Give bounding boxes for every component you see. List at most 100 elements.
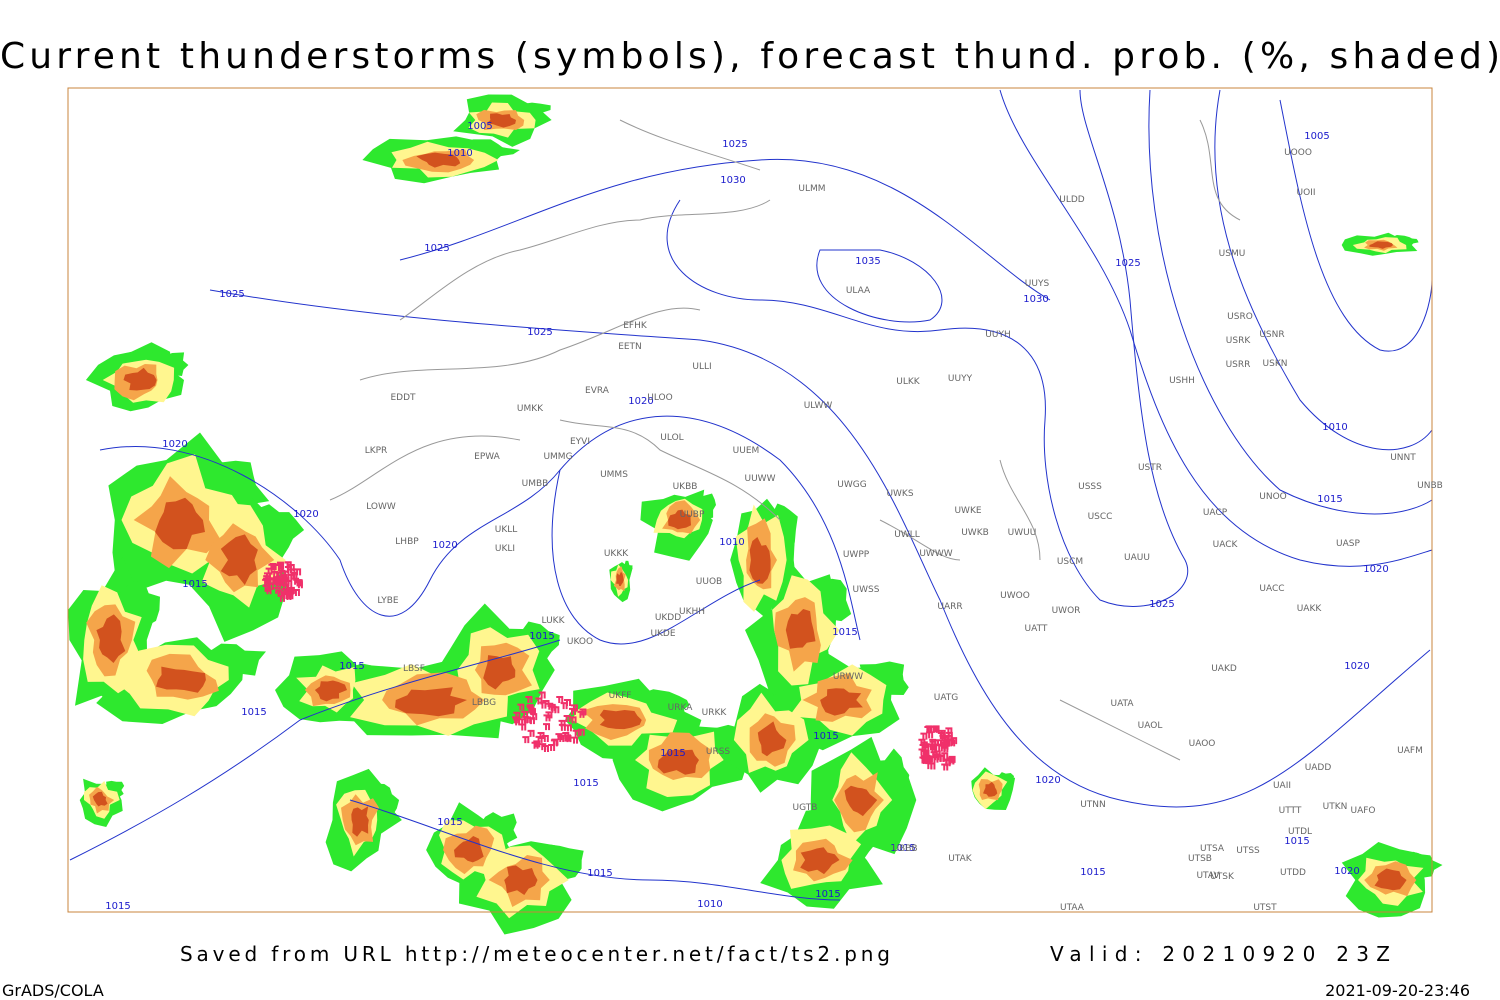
prob-area: [800, 847, 840, 875]
storm-symbol: [288, 568, 296, 576]
station-code: UAOL: [1138, 721, 1163, 731]
station-code: UTAV: [1196, 871, 1220, 881]
storm-symbol: [276, 561, 284, 569]
storm-symbol: [920, 732, 928, 740]
isobar: [1148, 89, 1433, 515]
storm-symbol: [556, 695, 564, 703]
isobar-label: 1030: [1023, 294, 1048, 305]
storm-symbol: [275, 589, 283, 597]
storm-symbol: [577, 728, 585, 736]
storm-symbol: [925, 725, 933, 733]
station-code: UKOO: [567, 637, 593, 647]
station-code: ULWW: [804, 401, 833, 411]
station-code: USCC: [1088, 512, 1113, 522]
station-code: UTAA: [1060, 903, 1085, 913]
station-code: UTSK: [1210, 872, 1235, 882]
prob-area: [487, 113, 516, 128]
station-code: UNNT: [1390, 453, 1416, 463]
isobar-label: 1020: [1035, 775, 1060, 786]
probability-shading: [68, 94, 1443, 935]
station-code: ULDD: [1059, 195, 1085, 205]
prob-area: [657, 749, 699, 775]
storm-symbol: [539, 743, 547, 751]
storm-symbol: [265, 567, 273, 575]
timestamp: 2021-09-20-23:46: [1325, 981, 1470, 1000]
isobar-label: 1015: [587, 868, 612, 879]
station-code: USRO: [1227, 312, 1253, 322]
isobar: [209, 289, 1431, 808]
isobar-label: 1020: [162, 439, 187, 450]
storm-symbol: [950, 737, 958, 745]
station-code: URSS: [706, 747, 731, 757]
isobar-label: 1015: [815, 889, 840, 900]
station-code: UATA: [1110, 699, 1134, 709]
station-code: URKK: [702, 708, 728, 718]
storm-symbol: [569, 716, 577, 724]
storm-symbol: [930, 751, 938, 759]
station-code: EFHK: [623, 321, 648, 331]
station-code: UKDD: [655, 613, 681, 623]
station-code: UNBB: [1417, 481, 1443, 491]
isobar-label: 1015: [1284, 836, 1309, 847]
station-code: UKLI: [495, 544, 515, 554]
station-code: UKBB: [673, 482, 698, 492]
station-code: UACC: [1259, 584, 1284, 594]
station-code: UTDD: [1280, 868, 1306, 878]
station-code: UGTB: [793, 803, 818, 813]
station-code: LOWW: [366, 502, 396, 512]
station-code: UATT: [1025, 624, 1048, 634]
prob-area: [220, 534, 258, 585]
storm-symbol: [945, 727, 953, 735]
storm-symbol: [564, 735, 572, 743]
prob-area: [416, 152, 461, 168]
coastline: [329, 119, 1241, 761]
station-code: UBBB: [892, 844, 917, 854]
station-code: UWOR: [1052, 606, 1081, 616]
prob-area: [528, 844, 584, 881]
storm-symbol: [558, 719, 566, 727]
station-code: UWOO: [1000, 591, 1030, 601]
station-code: UAKD: [1211, 664, 1237, 674]
isobar: [816, 249, 943, 323]
station-code: ULOO: [647, 393, 672, 403]
station-code: USSS: [1078, 482, 1102, 492]
storm-symbol: [522, 736, 530, 744]
prob-area: [504, 865, 538, 895]
storm-symbol: [525, 695, 533, 703]
station-code: LUKK: [542, 616, 566, 626]
station-code: EETN: [618, 342, 642, 352]
storm-symbol: [922, 749, 930, 757]
station-code: UWKS: [886, 489, 913, 499]
storm-symbol: [564, 724, 572, 732]
prob-area: [92, 791, 108, 807]
station-code: UWSS: [853, 585, 880, 595]
storm-symbol: [919, 744, 927, 752]
storm-symbol: [932, 725, 940, 733]
storm-symbol: [577, 710, 585, 718]
isobar-label: 1015: [105, 901, 130, 912]
storm-symbol: [292, 588, 300, 596]
isobar-label: 1015: [890, 843, 915, 854]
prob-area: [1374, 868, 1407, 891]
station-code: UTTT: [1279, 806, 1302, 816]
station-code: UWPP: [843, 550, 870, 560]
station-code: UWKB: [961, 528, 989, 538]
station-code: ULAA: [846, 286, 871, 296]
isobar-label: 1010: [1322, 422, 1347, 433]
station-code: USNR: [1259, 330, 1284, 340]
station-code: UMKK: [517, 404, 544, 414]
station-code: USCM: [1057, 557, 1083, 567]
storm-symbol: [264, 587, 272, 595]
station-code: EDDT: [390, 393, 416, 403]
prob-area: [757, 721, 787, 757]
isobar-label: 1010: [697, 899, 722, 910]
station-code: USRK: [1226, 336, 1252, 346]
storm-symbol: [517, 703, 525, 711]
station-code: USHH: [1169, 376, 1195, 386]
station-code: UUBP: [680, 510, 705, 520]
station-code: UMMS: [600, 470, 628, 480]
station-code: UNOO: [1259, 492, 1287, 502]
map-frame: [67, 87, 1433, 913]
prob-area: [314, 680, 347, 702]
